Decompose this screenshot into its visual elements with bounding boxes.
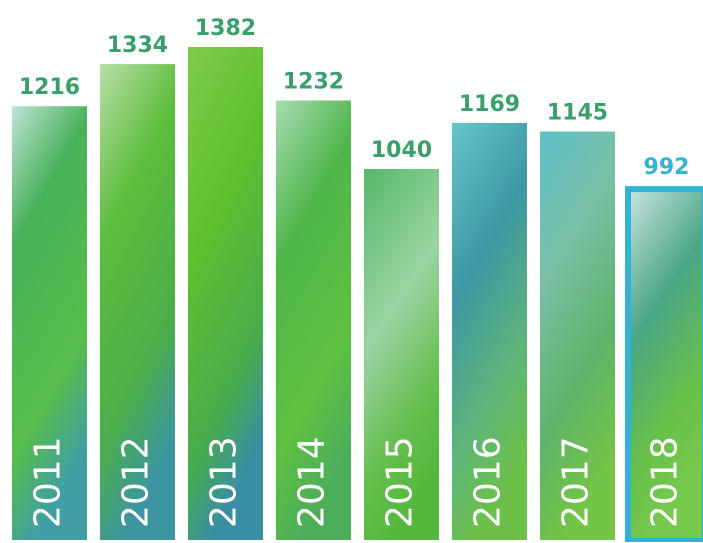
category-label: 2018 xyxy=(645,436,686,528)
value-label: 1216 xyxy=(19,75,80,100)
value-label: 1040 xyxy=(371,138,432,163)
chart: 1216 2011 1334 2012 1382 2013 1232 2014 1040 2015… xyxy=(0,0,703,543)
category-label: 2016 xyxy=(468,436,509,528)
value-label: 1334 xyxy=(107,33,168,58)
value-label: 992 xyxy=(644,155,690,180)
category-label: 2014 xyxy=(292,436,333,528)
value-label: 1145 xyxy=(547,101,608,126)
category-label: 2012 xyxy=(116,436,157,528)
category-label: 2011 xyxy=(28,436,69,528)
value-label: 1382 xyxy=(195,16,256,41)
category-label: 2017 xyxy=(556,436,597,528)
category-label: 2013 xyxy=(204,436,245,528)
value-label: 1169 xyxy=(459,92,520,117)
value-label: 1232 xyxy=(283,70,344,95)
category-label: 2015 xyxy=(380,436,421,528)
